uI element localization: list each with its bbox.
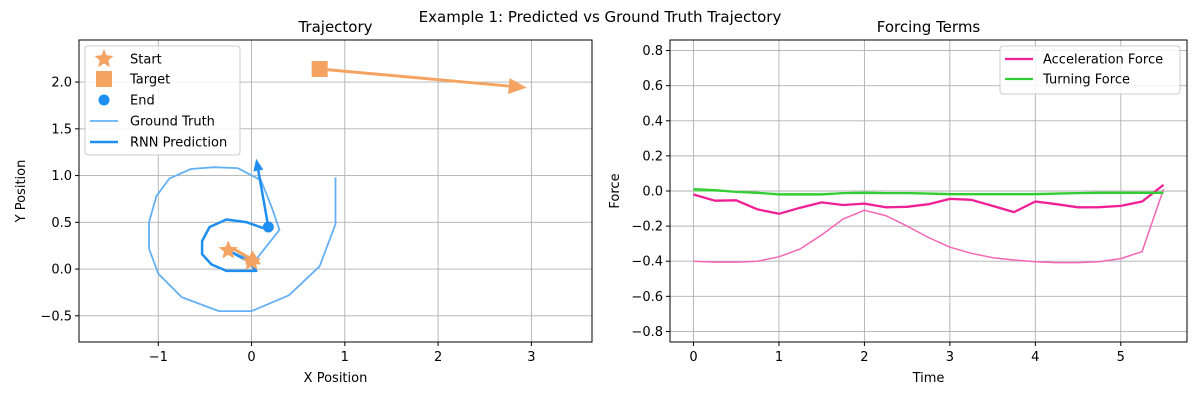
forcing-ytick-label: −0.6 bbox=[631, 290, 663, 305]
trajectory-xtick-label: −1 bbox=[149, 350, 168, 365]
forcing-title: Forcing Terms bbox=[877, 18, 981, 36]
legend-label: Start bbox=[130, 53, 162, 68]
legend-box bbox=[999, 45, 1181, 95]
trajectory-axes-frame bbox=[78, 39, 593, 343]
forcing-ylabel: Force bbox=[608, 173, 623, 208]
legend-label: RNN Prediction bbox=[130, 136, 227, 151]
trajectory-legend: Start Target End Ground Truth RNN Prediction bbox=[84, 45, 241, 156]
forcing-xtick-label: 2 bbox=[860, 350, 868, 365]
legend-label: Acceleration Force bbox=[1043, 53, 1163, 68]
figure-title: Example 1: Predicted vs Ground Truth Tra… bbox=[419, 8, 782, 26]
rnn-prediction-line bbox=[200, 218, 269, 273]
forcing-ytick-label: −0.2 bbox=[631, 220, 663, 235]
trajectory-xtick-label: 2 bbox=[434, 350, 442, 365]
forcing-ytick-label: 0.0 bbox=[642, 185, 663, 200]
start-heading-arrow-shaft bbox=[232, 247, 250, 259]
trajectory-panel: Trajectory −1 0 1 2 3 −0.5 0.0 0.5 1.0 1.5 2.0 X P… bbox=[14, 18, 593, 386]
start-marker bbox=[218, 240, 238, 259]
trajectory-xlabel: X Position bbox=[304, 371, 368, 386]
forcing-panel: Forcing Terms 0 1 2 3 4 5−0.8−0.6−0.4−0.20.00… bbox=[608, 18, 1188, 386]
trajectory-ticks: −1 0 1 2 3 −0.5 0.0 0.5 1.0 1.5 2.0 bbox=[40, 76, 535, 365]
legend-target-swatch bbox=[96, 71, 112, 87]
legend-start-swatch bbox=[94, 49, 114, 68]
ground-truth-line bbox=[148, 166, 337, 312]
acceleration-force-line bbox=[693, 183, 1165, 215]
legend-label: Turning Force bbox=[1042, 73, 1130, 88]
acceleration-reference-line bbox=[693, 188, 1165, 264]
forcing-plot-area bbox=[693, 183, 1165, 264]
target-marker bbox=[311, 60, 328, 77]
end-marker bbox=[262, 221, 274, 233]
legend-end-swatch bbox=[98, 94, 110, 106]
forcing-xtick-label: 0 bbox=[689, 350, 697, 365]
forcing-ytick-label: 0.8 bbox=[642, 44, 663, 59]
forcing-ytick-label: 0.4 bbox=[642, 114, 663, 129]
trajectory-xtick-label: 0 bbox=[247, 350, 255, 365]
forcing-ticks: 0 1 2 3 4 5 −0.8 −0.6 −0.4 −0.2 0.0 0.2 0.4 0.6 0.8 bbox=[631, 44, 1124, 365]
forcing-ytick-label: 0.2 bbox=[642, 149, 663, 164]
trajectory-ytick-label: 1.0 bbox=[51, 169, 72, 184]
trajectory-ylabel: Y Position bbox=[14, 160, 29, 224]
trajectory-ytick-label: 0.0 bbox=[51, 263, 72, 278]
forcing-xlabel: Time bbox=[912, 371, 945, 386]
forcing-ytick-label: −0.8 bbox=[631, 325, 663, 340]
legend-box bbox=[84, 45, 241, 156]
forcing-xtick-label: 1 bbox=[775, 350, 783, 365]
trajectory-plot-area bbox=[148, 60, 527, 312]
trajectory-ytick-label: 1.5 bbox=[51, 122, 72, 137]
trajectory-title: Trajectory bbox=[297, 18, 372, 36]
trajectory-xtick-label: 1 bbox=[341, 350, 349, 365]
legend-label: Ground Truth bbox=[130, 115, 215, 130]
forcing-xtick-label: 4 bbox=[1031, 350, 1039, 365]
end-heading-arrow-head bbox=[253, 158, 264, 172]
forcing-ytick-label: 0.6 bbox=[642, 79, 663, 94]
forcing-legend: Acceleration Force Turning Force bbox=[999, 45, 1181, 95]
forcing-xtick-label: 5 bbox=[1117, 350, 1125, 365]
end-heading-arrow-shaft bbox=[257, 170, 270, 228]
trajectory-ytick-label: 0.5 bbox=[51, 216, 72, 231]
start-marker bbox=[242, 251, 262, 270]
forcing-ytick-label: −0.4 bbox=[631, 255, 663, 270]
trajectory-ytick-label: 2.0 bbox=[51, 76, 72, 91]
trajectory-xtick-label: 3 bbox=[527, 350, 535, 365]
legend-label: Target bbox=[129, 73, 170, 88]
turning-force-line bbox=[693, 188, 1164, 196]
target-heading-arrow-head bbox=[508, 78, 527, 95]
legend-label: End bbox=[130, 94, 155, 109]
forcing-xtick-label: 3 bbox=[946, 350, 954, 365]
target-heading-arrow-shaft bbox=[319, 67, 509, 88]
trajectory-ytick-label: −0.5 bbox=[40, 309, 72, 324]
